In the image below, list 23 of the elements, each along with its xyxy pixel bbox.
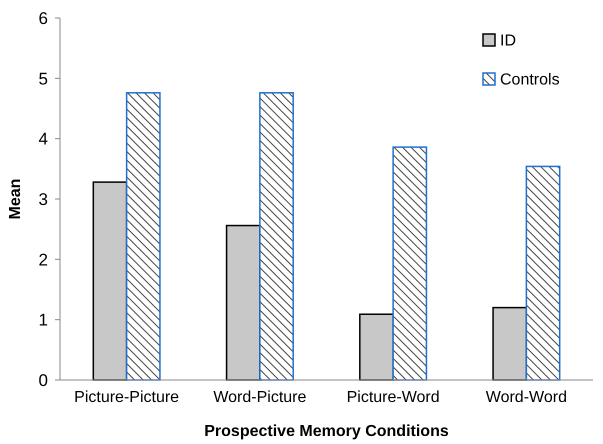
bar	[226, 224, 261, 381]
y-tick-label: 4	[38, 130, 48, 149]
bar	[126, 92, 161, 381]
legend-label: ID	[500, 32, 516, 50]
x-tick-label: Picture-Word	[346, 389, 440, 406]
bar	[92, 181, 128, 381]
bar	[492, 306, 528, 381]
bar	[359, 313, 394, 381]
legend-label: Controls	[500, 72, 560, 89]
y-axis-title: Mean	[7, 178, 24, 220]
x-tick-label: Word-Word	[486, 389, 567, 406]
x-tick-label: Word-Picture	[213, 389, 307, 406]
y-tick-label: 3	[38, 190, 48, 209]
bar	[259, 92, 294, 381]
x-tick-label: Picture-Picture	[74, 389, 180, 406]
y-tick-label: 5	[38, 69, 48, 88]
x-axis-title: Prospective Memory Conditions	[204, 423, 449, 440]
bar	[526, 166, 560, 381]
y-tick-label: 0	[38, 370, 48, 390]
y-tick-label: 2	[38, 250, 48, 270]
bar	[392, 146, 428, 381]
y-tick-label: 6	[38, 8, 48, 28]
y-tick-label: 1	[38, 310, 48, 330]
